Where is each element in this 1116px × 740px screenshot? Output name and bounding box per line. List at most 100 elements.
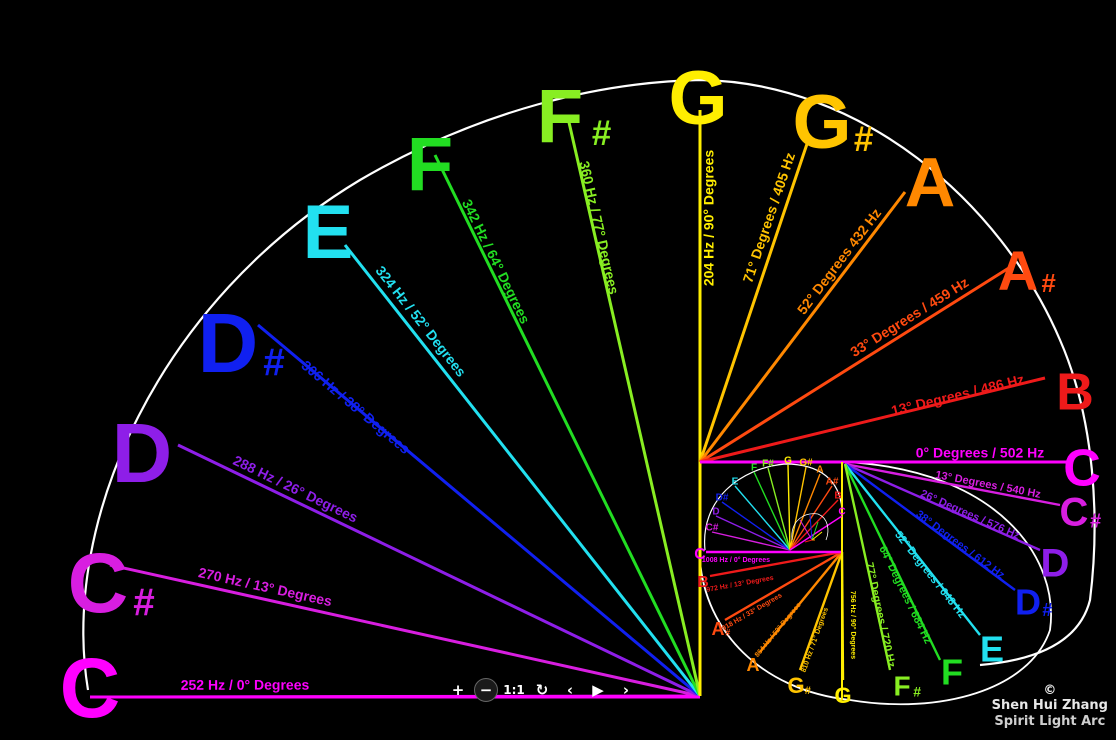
- second-note-letter-0: C: [1060, 491, 1089, 535]
- third-note-letter-4: F: [751, 463, 757, 474]
- note-letter-1: C: [68, 536, 129, 630]
- note-letter-12: C: [1063, 440, 1101, 498]
- second-sharp-symbol-9: #: [725, 628, 730, 638]
- inner-ray-5: [804, 539, 813, 543]
- third-note-letter-9: A#: [826, 477, 839, 488]
- note-letter-2: D: [112, 406, 173, 500]
- note-letter-8: G: [792, 80, 851, 165]
- main-ray-1: [109, 563, 701, 698]
- second-ray-8: [759, 551, 843, 653]
- second-ray-10: [709, 550, 843, 578]
- second-note-letter-6: G: [834, 683, 851, 708]
- previous-button[interactable]: ‹: [566, 681, 574, 699]
- third-note-letter-6: G: [784, 456, 792, 467]
- sharp-symbol-10: #: [1042, 270, 1056, 298]
- third-ray-7: [789, 466, 807, 551]
- second-ray-4: [843, 463, 942, 661]
- sharp-symbol-6: #: [592, 114, 611, 153]
- note-letter-3: D: [198, 296, 259, 390]
- play-button[interactable]: ▶: [592, 681, 604, 699]
- second-ray-5: [843, 463, 892, 671]
- inner-ray-2: [811, 521, 819, 541]
- note-letter-5: F: [407, 122, 453, 207]
- main-ray-5: [433, 154, 702, 697]
- inner-arc: [791, 513, 829, 541]
- second-ray-9: [724, 550, 843, 622]
- second-ray-7: [798, 551, 844, 671]
- rotate-button[interactable]: ↻: [535, 681, 549, 699]
- third-ray-3: [734, 485, 791, 551]
- third-note-letter-0: C#: [706, 523, 719, 534]
- third-ray-4: [753, 471, 791, 551]
- copyright-symbol: ©: [1043, 683, 1057, 698]
- sharp-symbol-3: #: [263, 341, 284, 384]
- main-ray-2: [177, 443, 701, 698]
- second-ray-3: [844, 463, 981, 636]
- ray-label-7: 204 Hz / 90° Degrees: [701, 150, 717, 287]
- second-note-letter-1: D: [1041, 542, 1070, 586]
- second-note-letter-8: A: [747, 655, 760, 675]
- main-ray-8: [698, 134, 812, 463]
- second-arc: [699, 461, 1052, 706]
- second-note-letter-5: F: [893, 670, 910, 701]
- main-ray-11: [699, 376, 1046, 464]
- third-ray-9: [789, 485, 833, 551]
- credit-block: © Shen Hui Zhang Spirit Light Arc: [992, 684, 1108, 730]
- third-ray-1: [715, 515, 791, 551]
- second-sharp-symbol-0: #: [1090, 510, 1101, 532]
- note-letter-4: E: [303, 190, 354, 275]
- second-note-letter-11: C: [694, 546, 706, 563]
- second-ray-label-6: 756 Hz / 90° Degrees: [849, 591, 857, 659]
- artwork-title: Spirit Light Arc: [994, 714, 1106, 729]
- note-letter-6: F: [537, 74, 583, 159]
- inner-ray-0: [799, 519, 813, 541]
- third-ray-2: [721, 501, 791, 551]
- second-note-letter-10: B: [697, 574, 709, 591]
- third-note-letter-3: E: [732, 477, 739, 488]
- inner-ray-3: [811, 531, 823, 541]
- viewer-toolbar: + − 1:1 ↻ ‹ ▶ ›: [446, 678, 638, 702]
- zoom-out-button[interactable]: −: [474, 678, 498, 702]
- sharp-symbol-1: #: [133, 581, 154, 624]
- third-note-letter-7: G#: [799, 458, 813, 469]
- author-name: Shen Hui Zhang: [991, 698, 1108, 713]
- ray-label-0: 252 Hz / 0° Degrees: [181, 677, 310, 693]
- main-ray-6: [566, 117, 702, 697]
- second-sharp-symbol-2: #: [1042, 600, 1052, 620]
- ray-label-12: 0° Degrees / 502 Hz: [916, 445, 1045, 461]
- second-sharp-symbol-7: #: [805, 685, 811, 697]
- sharp-symbol-8: #: [854, 120, 873, 159]
- third-ray-10: [789, 499, 839, 551]
- third-ray-5: [767, 467, 791, 551]
- note-letter-9: A: [905, 143, 956, 221]
- second-ray-1: [844, 462, 1041, 552]
- second-note-letter-2: D: [1015, 582, 1041, 623]
- second-note-letter-9: A: [712, 619, 725, 639]
- second-note-letter-7: G: [787, 673, 804, 698]
- third-note-letter-1: D: [712, 507, 719, 518]
- second-ray-label-11: 1008 Hz / 0° Degrees: [702, 556, 770, 564]
- note-letter-11: B: [1056, 364, 1094, 422]
- main-arc: [82, 78, 1096, 691]
- inner-ray-1: [809, 514, 813, 541]
- note-letter-7: G: [668, 56, 727, 141]
- second-note-letter-3: E: [980, 629, 1004, 670]
- second-note-letter-4: F: [941, 652, 963, 693]
- note-letter-10: A: [998, 239, 1038, 302]
- main-ray-9: [698, 191, 907, 463]
- note-letter-0: C: [60, 641, 121, 735]
- next-button[interactable]: ›: [622, 681, 630, 699]
- third-note-letter-2: D#: [716, 493, 729, 504]
- second-sharp-symbol-5: #: [913, 684, 921, 700]
- actual-size-button[interactable]: 1:1: [503, 683, 525, 697]
- main-ray-4: [343, 244, 702, 697]
- third-ray-11: [789, 515, 843, 551]
- zoom-in-button[interactable]: +: [451, 681, 465, 699]
- third-note-letter-5: F#: [762, 459, 774, 470]
- main-ray-3: [257, 323, 701, 698]
- second-ray-2: [844, 463, 1016, 591]
- third-note-letter-10: B: [834, 491, 841, 502]
- main-ray-10: [699, 264, 1013, 464]
